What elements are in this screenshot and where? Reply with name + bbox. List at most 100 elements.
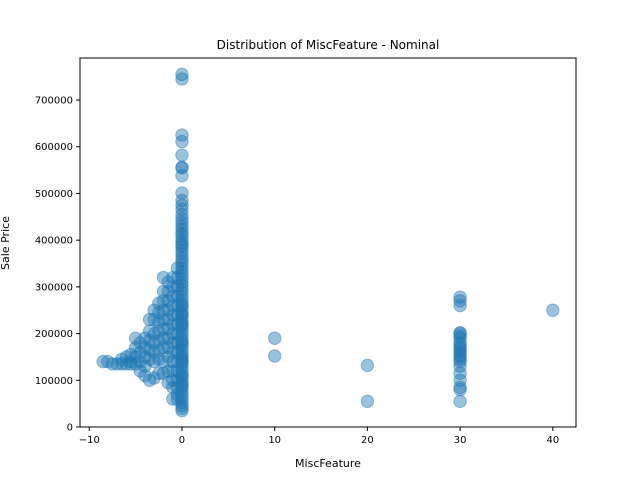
data-point bbox=[175, 310, 189, 324]
data-point bbox=[152, 296, 166, 310]
data-point bbox=[101, 354, 115, 369]
data-point bbox=[152, 366, 166, 380]
data-point bbox=[156, 303, 171, 317]
data-point bbox=[170, 270, 185, 285]
data-point bbox=[175, 282, 189, 296]
data-point bbox=[170, 345, 185, 359]
data-point bbox=[175, 317, 189, 331]
data-point bbox=[175, 232, 189, 246]
data-point bbox=[175, 215, 189, 230]
data-point bbox=[175, 353, 189, 367]
data-point bbox=[128, 357, 143, 371]
data-point bbox=[175, 67, 189, 82]
data-point bbox=[138, 350, 152, 364]
data-point bbox=[161, 294, 175, 308]
data-point bbox=[128, 331, 143, 345]
data-point bbox=[152, 305, 166, 320]
data-point bbox=[156, 312, 171, 327]
data-point bbox=[170, 364, 185, 378]
data-point bbox=[175, 346, 189, 360]
data-point bbox=[453, 373, 467, 387]
data-point bbox=[175, 330, 189, 344]
data-point bbox=[175, 251, 189, 265]
data-point bbox=[175, 264, 189, 279]
data-point bbox=[175, 336, 189, 350]
data-point bbox=[175, 161, 189, 175]
data-point bbox=[156, 270, 171, 285]
data-point bbox=[175, 385, 189, 400]
data-point bbox=[175, 219, 189, 233]
y-tick-label: 200000 bbox=[35, 329, 73, 340]
data-point bbox=[138, 359, 152, 373]
data-point bbox=[453, 294, 467, 308]
data-point bbox=[453, 343, 467, 357]
data-point bbox=[152, 324, 166, 338]
data-point bbox=[166, 317, 180, 331]
data-point bbox=[161, 340, 175, 355]
data-point bbox=[175, 323, 189, 338]
data-point bbox=[175, 271, 189, 286]
data-point bbox=[161, 375, 175, 390]
data-point bbox=[175, 382, 189, 396]
data-point bbox=[170, 308, 185, 322]
data-point bbox=[175, 222, 189, 237]
data-point bbox=[138, 340, 152, 355]
data-point bbox=[161, 284, 175, 299]
data-point bbox=[156, 294, 171, 308]
data-point bbox=[175, 228, 189, 243]
data-point bbox=[175, 375, 189, 390]
data-point bbox=[175, 293, 189, 307]
data-point bbox=[175, 366, 189, 380]
data-point bbox=[166, 354, 180, 369]
data-point bbox=[170, 261, 185, 275]
data-point bbox=[175, 308, 189, 322]
data-point bbox=[142, 333, 157, 348]
data-point bbox=[161, 312, 175, 327]
data-point bbox=[175, 169, 189, 183]
data-point bbox=[175, 238, 189, 252]
data-point bbox=[175, 306, 189, 321]
data-point bbox=[170, 298, 185, 313]
x-tick-label: 40 bbox=[546, 435, 559, 446]
data-point bbox=[175, 349, 189, 364]
data-point bbox=[170, 336, 185, 350]
data-point bbox=[453, 380, 467, 394]
y-tick-label: 100000 bbox=[35, 376, 73, 387]
data-point bbox=[147, 326, 161, 341]
data-point bbox=[119, 357, 134, 371]
data-point bbox=[161, 331, 175, 345]
data-point bbox=[175, 369, 189, 383]
data-point bbox=[166, 336, 180, 350]
data-point bbox=[175, 343, 189, 357]
data-point bbox=[175, 368, 189, 383]
data-point bbox=[175, 378, 189, 392]
data-point bbox=[175, 186, 189, 200]
data-point bbox=[175, 235, 189, 250]
x-tick-label: 20 bbox=[361, 435, 374, 446]
data-point bbox=[119, 350, 134, 364]
data-point bbox=[156, 354, 171, 369]
data-point bbox=[166, 270, 180, 285]
data-point bbox=[166, 345, 180, 359]
y-tick-label: 400000 bbox=[35, 236, 73, 247]
x-tick-label: 30 bbox=[454, 435, 467, 446]
data-point bbox=[170, 289, 185, 303]
data-point bbox=[175, 336, 189, 351]
data-point bbox=[360, 394, 375, 409]
x-axis-ticks: −10 0 10 20 30 40 bbox=[79, 427, 559, 446]
data-point bbox=[360, 358, 375, 373]
data-point bbox=[175, 350, 189, 364]
data-point bbox=[170, 354, 185, 369]
data-point bbox=[147, 336, 161, 350]
data-point bbox=[175, 303, 189, 317]
data-point bbox=[105, 357, 120, 371]
data-point bbox=[453, 354, 467, 369]
data-point bbox=[138, 331, 152, 345]
data-point bbox=[170, 380, 185, 394]
data-point bbox=[453, 329, 467, 343]
data-point bbox=[453, 336, 467, 350]
data-point bbox=[133, 345, 147, 359]
data-point bbox=[175, 193, 189, 208]
